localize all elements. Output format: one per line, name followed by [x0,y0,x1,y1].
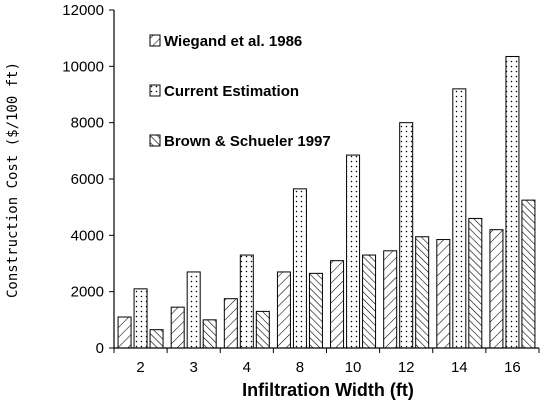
y-tick-label: 10000 [62,58,104,75]
bar-brown-schueler-1997-8 [308,272,323,349]
y-tick-label: 8000 [71,115,104,132]
bar-brown-schueler-1997-10 [362,254,377,349]
x-tick-label: 3 [190,359,198,376]
x-axis-title: Infiltration Width (ft) [242,380,414,400]
x-tick-label: 12 [398,359,415,376]
legend-label-wiegand-et-al-1986: Wiegand et al. 1986 [164,33,302,50]
x-tick-label: 16 [504,359,521,376]
bar-brown-schueler-1997-3 [202,319,217,349]
legend-swatch-current-estimation [149,84,161,97]
bar-wiegand-et-al-1986-2 [117,316,132,349]
y-axis-title: Construction Cost ($/100 ft) [5,62,21,298]
x-tick-label: 4 [243,359,251,376]
x-tick-label: 14 [451,359,468,376]
legend-label-brown-schueler-1997: Brown & Schueler 1997 [164,133,331,150]
bar-current-estimation-8 [292,188,307,349]
bars-layer [117,55,536,349]
bar-wiegand-et-al-1986-8 [276,271,291,349]
x-tick-label: 10 [345,359,362,376]
bar-current-estimation-3 [186,271,201,349]
ticks-layer: 0 2000 4000 6000 8000 10000 12000 2 3 4 8 10 12 14 16 [62,2,540,376]
bar-wiegand-et-al-1986-12 [383,250,398,349]
y-tick-label: 6000 [71,171,104,188]
bar-current-estimation-2 [133,288,148,349]
bar-wiegand-et-al-1986-10 [330,260,345,349]
bar-current-estimation-12 [399,122,414,349]
bar-current-estimation-16 [505,55,520,349]
bar-brown-schueler-1997-2 [149,329,164,349]
y-tick-label: 12000 [62,2,104,19]
bar-wiegand-et-al-1986-14 [436,239,451,349]
x-tick-label: 8 [296,359,304,376]
bar-brown-schueler-1997-16 [521,199,536,349]
bar-current-estimation-4 [239,254,254,349]
bar-current-estimation-14 [452,88,467,349]
legend: Wiegand et al. 1986 Current Estimation Bro… [149,33,331,150]
bar-wiegand-et-al-1986-3 [170,306,185,349]
x-tick-label: 2 [136,359,144,376]
legend-swatch-wiegand-et-al-1986 [149,34,161,47]
y-tick-label: 4000 [71,227,104,244]
bar-wiegand-et-al-1986-4 [223,298,238,349]
legend-swatch-brown-schueler-1997 [149,134,161,147]
bar-brown-schueler-1997-12 [415,236,430,349]
bar-brown-schueler-1997-4 [255,310,270,349]
y-tick-label: 2000 [71,284,104,301]
bar-wiegand-et-al-1986-16 [489,229,504,349]
bar-current-estimation-10 [346,154,361,349]
legend-label-current-estimation: Current Estimation [164,83,299,100]
y-tick-label: 0 [96,340,104,357]
bar-brown-schueler-1997-14 [468,217,483,349]
